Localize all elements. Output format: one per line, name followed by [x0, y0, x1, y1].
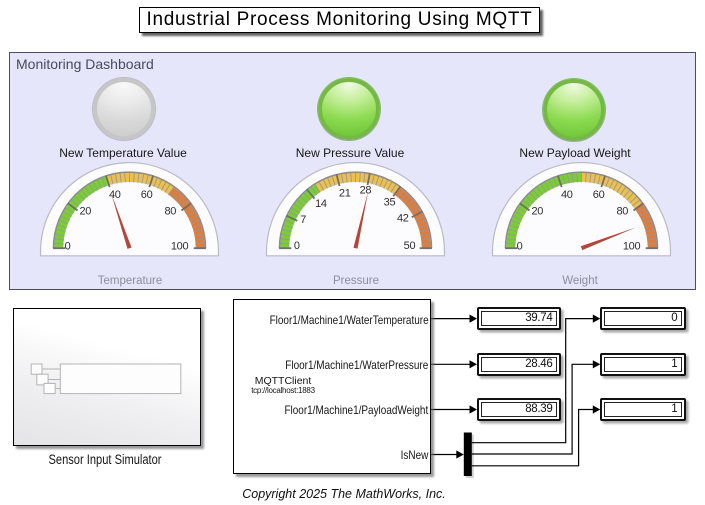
svg-text:100: 100: [171, 240, 189, 252]
svg-text:60: 60: [141, 189, 153, 201]
svg-text:14: 14: [315, 198, 327, 210]
svg-text:80: 80: [616, 206, 628, 218]
svg-text:0: 0: [517, 240, 523, 252]
svg-text:20: 20: [79, 206, 91, 218]
svg-text:80: 80: [164, 206, 176, 218]
svg-text:20: 20: [531, 206, 543, 218]
svg-text:50: 50: [404, 240, 416, 252]
svg-text:40: 40: [561, 189, 573, 201]
svg-text:35: 35: [384, 197, 396, 209]
svg-text:7: 7: [300, 214, 306, 226]
svg-text:40: 40: [109, 189, 121, 201]
svg-text:21: 21: [339, 188, 351, 200]
svg-text:60: 60: [593, 189, 605, 201]
svg-text:42: 42: [397, 212, 409, 224]
svg-text:0: 0: [65, 240, 71, 252]
svg-text:100: 100: [623, 240, 641, 252]
svg-text:0: 0: [294, 240, 300, 252]
svg-text:28: 28: [360, 185, 372, 197]
